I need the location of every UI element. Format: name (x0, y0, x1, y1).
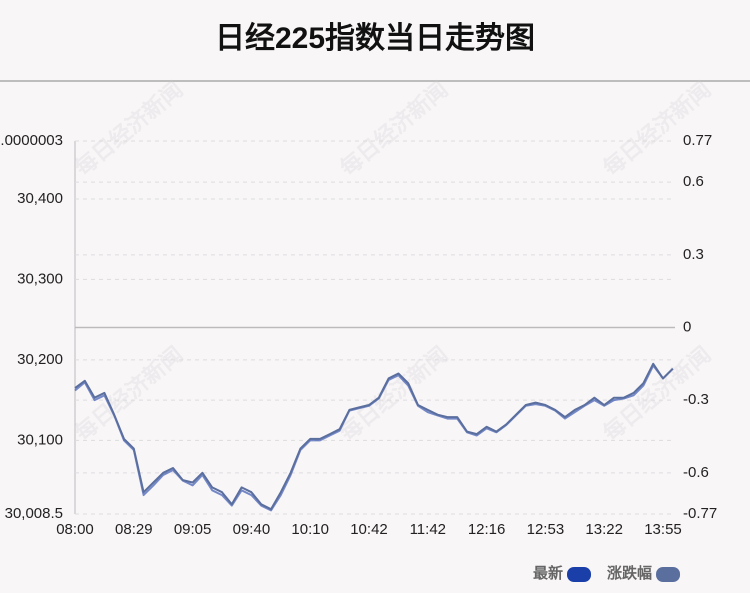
legend-label: 最新 (533, 564, 563, 582)
y-tick-label: 30,008.5 (5, 505, 63, 522)
x-tick-label: 08:29 (115, 521, 153, 538)
y2-tick-label: 0.77 (683, 132, 712, 149)
legend-swatch (567, 567, 592, 582)
x-tick-label: 09:40 (233, 521, 271, 538)
x-tick-label: 12:53 (527, 521, 565, 538)
chart-title: 日经225指数当日走势图 (215, 21, 535, 55)
y2-tick-label: -0.6 (683, 464, 709, 481)
x-tick-label: 10:42 (350, 521, 388, 538)
x-tick-label: 13:55 (644, 521, 682, 538)
y2-tick-label: 0 (683, 318, 691, 335)
y-tick-label: 30,472.0000003 (0, 132, 63, 149)
y2-tick-label: -0.3 (683, 391, 709, 408)
x-tick-label: 13:22 (585, 521, 623, 538)
y-tick-label: 30,100 (17, 431, 63, 448)
x-tick-label: 09:05 (174, 521, 212, 538)
legend-swatch (656, 567, 681, 582)
series-line (74, 362, 674, 511)
x-tick-label: 12:16 (468, 521, 506, 538)
legend-label: 涨跌幅 (607, 564, 652, 582)
y-tick-label: 30,300 (17, 270, 63, 287)
x-tick-label: 10:10 (291, 521, 329, 538)
x-tick-label: 11:42 (410, 521, 446, 538)
y-tick-label: 30,200 (17, 351, 63, 368)
y-tick-label: 30,400 (17, 190, 63, 207)
x-tick-label: 08:00 (56, 521, 94, 538)
y2-tick-label: 0.6 (683, 173, 704, 190)
y2-tick-label: -0.77 (683, 505, 717, 522)
y2-tick-label: 0.3 (683, 246, 704, 263)
